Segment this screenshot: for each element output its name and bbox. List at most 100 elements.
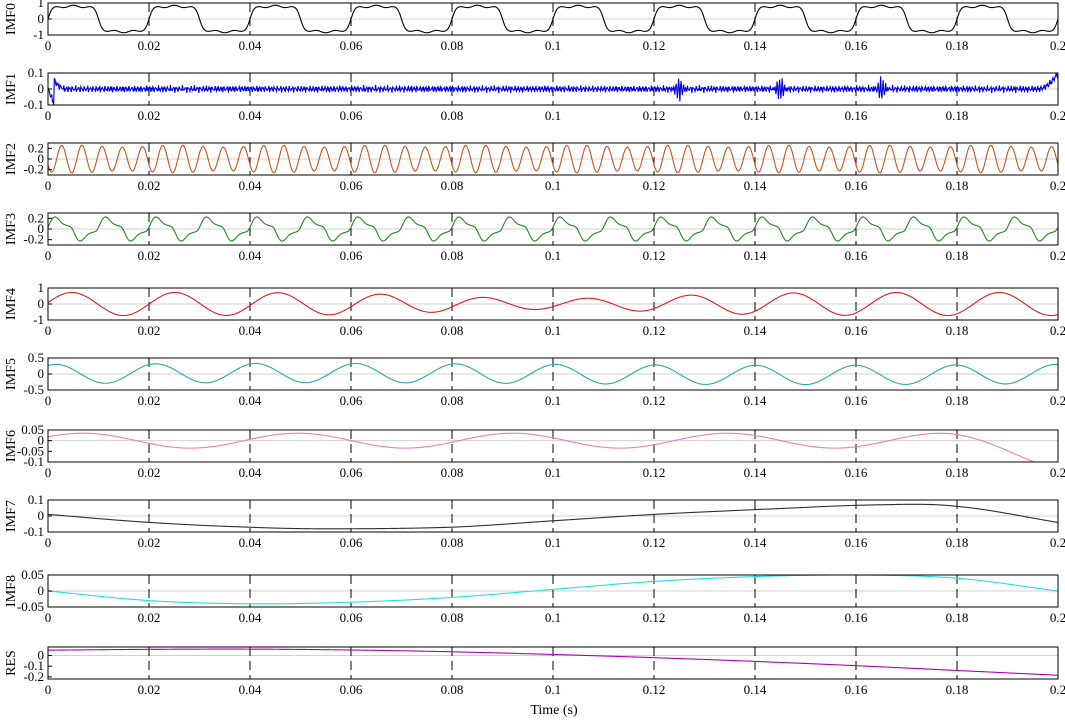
series-line-imf6 [47,432,1058,463]
x-tick-label: 0.08 [441,610,464,625]
y-tick-label: 0 [38,11,45,26]
x-tick-label: 0.16 [845,682,868,697]
x-tick-label: 0.06 [340,610,363,625]
x-tick-label: 0.04 [239,38,262,53]
x-tick-label: 0.12 [643,393,666,408]
x-tick-label: 0.08 [441,38,464,53]
y-tick-label: 0 [38,81,45,96]
panel-imf3: 0.20-0.20 0.02 0.04 0.06 0.08 0.1 0.12 0.14 0.16… [4,210,1065,263]
x-tick-label: 0.18 [946,393,969,408]
x-tick-label: 0.1 [545,178,561,193]
panels-layer: 10-10 0.02 0.04 0.06 0.08 0.1 0.12 0.14 0.16 0.18… [4,0,1065,697]
x-tick-label: 0.06 [340,682,363,697]
x-tick-label: 0.02 [138,465,161,480]
x-tick-label: 0.12 [643,323,666,338]
panel-label-imf0: IMF0 [4,3,19,35]
series-line-imf7 [47,503,1059,530]
x-tick-label: 0.12 [643,682,666,697]
x-tick-label: 0.14 [744,248,767,263]
y-tick-label: -0.2 [23,162,44,177]
x-tick-label: 0.14 [744,393,767,408]
panel-label-imf8: IMF8 [4,575,19,607]
y-tick-label: 0.05 [21,567,44,582]
x-tick-label: 0.18 [946,248,969,263]
x-tick-label: 0.08 [441,682,464,697]
x-tick-label: 0.06 [340,38,363,53]
x-tick-label: 0.08 [441,323,464,338]
x-tick-label: 0.04 [239,535,262,550]
x-tick-label: 0.2 [1050,178,1065,193]
x-tick-label: 0.04 [239,682,262,697]
y-tick-label: -0.1 [23,97,44,112]
y-tick-label: 0 [38,221,45,236]
panel-label-imf4: IMF4 [4,288,19,320]
x-tick-label: 0.04 [239,610,262,625]
panel-label-imf3: IMF3 [4,213,19,245]
panel-label-imf1: IMF1 [4,73,19,105]
x-tick-label: 0.1 [545,682,561,697]
x-tick-label: 0.06 [340,465,363,480]
series-line-imf4 [47,291,1059,317]
x-tick-label: 0.18 [946,610,969,625]
panel-label-imf2: IMF2 [4,143,19,175]
y-tick-label: 0 [38,648,45,663]
x-tick-label: 0 [45,682,52,697]
panel-frame [47,646,1059,680]
x-tick-label: 0.2 [1050,108,1065,123]
y-tick-label: 0.05 [21,422,44,437]
x-tick-label: 0.12 [643,248,666,263]
x-tick-label: 0.12 [643,108,666,123]
y-tick-label: 0 [38,366,45,381]
x-tick-label: 0.2 [1050,610,1065,625]
x-tick-label: 0.04 [239,323,262,338]
x-tick-label: 0.1 [545,610,561,625]
x-tick-label: 0.06 [340,323,363,338]
panel-imf0: 10-10 0.02 0.04 0.06 0.08 0.1 0.12 0.14 0.16 0.18… [4,0,1065,53]
x-tick-label: 0 [45,535,52,550]
x-tick-label: 0.06 [340,535,363,550]
x-tick-label: 0.2 [1050,38,1065,53]
x-tick-label: 0.16 [845,535,868,550]
x-tick-label: 0.14 [744,465,767,480]
x-tick-label: 0.04 [239,248,262,263]
x-tick-label: 0.02 [138,108,161,123]
x-tick-label: 0.02 [138,393,161,408]
x-tick-label: 0 [45,610,52,625]
x-tick-label: 0.18 [946,38,969,53]
x-tick-label: 0.02 [138,610,161,625]
x-tick-label: 0.2 [1050,248,1065,263]
panel-frame [47,429,1059,463]
x-tick-label: 0.2 [1050,323,1065,338]
x-tick-label: 0.18 [946,323,969,338]
x-tick-label: 0.16 [845,178,868,193]
y-tick-label: 0 [38,151,45,166]
x-tick-label: 0.1 [545,393,561,408]
series-line-res [47,648,1059,676]
y-tick-label: -0.1 [23,524,44,539]
x-tick-label: 0 [45,178,52,193]
panel-label-imf5: IMF5 [4,358,19,390]
panel-label-imf7: IMF7 [4,500,19,532]
series-line-imf3 [47,216,1059,242]
y-tick-label: 0.5 [28,350,44,365]
x-tick-label: 0.18 [946,535,969,550]
x-tick-label: 0.08 [441,108,464,123]
x-tick-label: 0 [45,38,52,53]
y-tick-label: -0.05 [17,443,44,458]
panel-imf7: 0.10-0.10 0.02 0.04 0.06 0.08 0.1 0.12 0.14 0.16… [4,492,1065,550]
y-tick-label: -0.05 [17,599,44,614]
x-tick-label: 0.12 [643,535,666,550]
y-tick-label: 0 [38,508,45,523]
x-tick-label: 0.2 [1050,682,1065,697]
x-tick-label: 0.08 [441,178,464,193]
x-tick-label: 0.04 [239,465,262,480]
x-tick-label: 0.2 [1050,465,1065,480]
x-tick-label: 0.16 [845,323,868,338]
y-tick-label: -0.5 [23,382,44,397]
panel-label-res: RES [4,650,19,676]
y-tick-label: 0 [38,583,45,598]
x-tick-label: 0.12 [643,610,666,625]
x-tick-label: 0.12 [643,465,666,480]
series-line-imf1 [47,72,1059,105]
